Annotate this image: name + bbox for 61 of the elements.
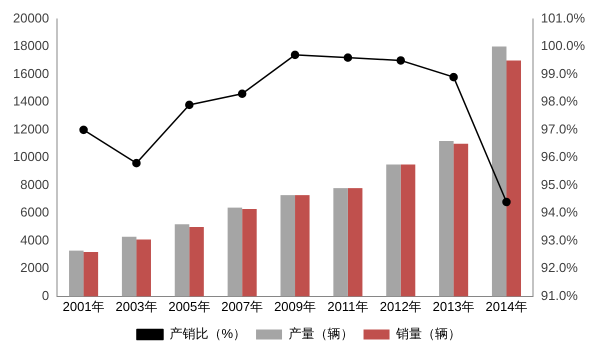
y2-tick-label: 101.0% — [540, 10, 586, 26]
bar — [439, 140, 454, 296]
legend-label: 产量（辆） — [288, 326, 354, 342]
bar — [136, 239, 151, 296]
y2-tick-label: 95.0% — [540, 176, 578, 192]
bar — [454, 144, 468, 296]
x-tick-label: 2011年 — [327, 298, 368, 314]
bar — [69, 250, 84, 296]
bar — [242, 208, 257, 296]
bar — [400, 164, 416, 296]
x-tick-label: 2014年 — [486, 298, 528, 314]
x-tick-label: 2003年 — [115, 298, 158, 314]
bar — [492, 46, 506, 296]
y-tick-label: 8000 — [20, 176, 50, 192]
y2-tick-label: 99.0% — [540, 66, 578, 81]
y-tick-label: 20000 — [12, 10, 50, 26]
point — [185, 100, 194, 110]
bar — [84, 252, 98, 296]
y-tick-label: 16000 — [12, 66, 50, 81]
bar — [280, 195, 296, 296]
y-tick-label: 10000 — [12, 149, 50, 164]
bar — [506, 60, 522, 296]
y2-tick-label: 91.0% — [540, 288, 578, 303]
bar — [228, 208, 242, 296]
legend-label: 销量（辆） — [395, 326, 462, 342]
y-tick-label: 12000 — [12, 121, 50, 136]
y-tick-label: 4000 — [20, 232, 50, 248]
y2-tick-label: 97.0% — [540, 121, 578, 136]
bar — [348, 188, 362, 296]
y2-tick-label: 98.0% — [540, 94, 578, 109]
point — [238, 90, 246, 98]
bar — [386, 164, 401, 296]
point — [290, 50, 300, 60]
y-tick-label: 18000 — [12, 38, 50, 54]
y2-tick-label: 92.0% — [540, 260, 578, 276]
bar — [174, 224, 190, 296]
y2-tick-label: 100.0% — [540, 38, 586, 54]
bar — [189, 227, 204, 296]
y2-tick-label: 96.0% — [540, 149, 578, 164]
x-tick-label: 2012年 — [380, 298, 422, 314]
y-tick-label: 6000 — [20, 204, 50, 220]
bar — [122, 236, 136, 296]
bar — [295, 195, 310, 296]
point — [132, 158, 141, 168]
point — [396, 56, 406, 65]
y2-tick-label: 94.0% — [540, 204, 578, 220]
y-tick-label: 14000 — [12, 94, 50, 109]
y-tick-label: 2000 — [20, 260, 50, 276]
point — [449, 72, 458, 82]
x-tick-label: 2005年 — [168, 298, 210, 314]
bar — [333, 188, 348, 296]
x-tick-label: 2007年 — [221, 298, 264, 314]
point — [344, 53, 352, 62]
y-tick-label: 0 — [42, 288, 50, 303]
point — [502, 198, 511, 206]
legend-label: 产销比（%） — [169, 326, 246, 342]
x-tick-label: 2009年 — [274, 298, 316, 314]
y2-tick-label: 93.0% — [540, 232, 578, 248]
point — [79, 126, 88, 134]
x-tick-label: 2001年 — [62, 298, 105, 314]
x-tick-label: 2013年 — [432, 298, 475, 314]
